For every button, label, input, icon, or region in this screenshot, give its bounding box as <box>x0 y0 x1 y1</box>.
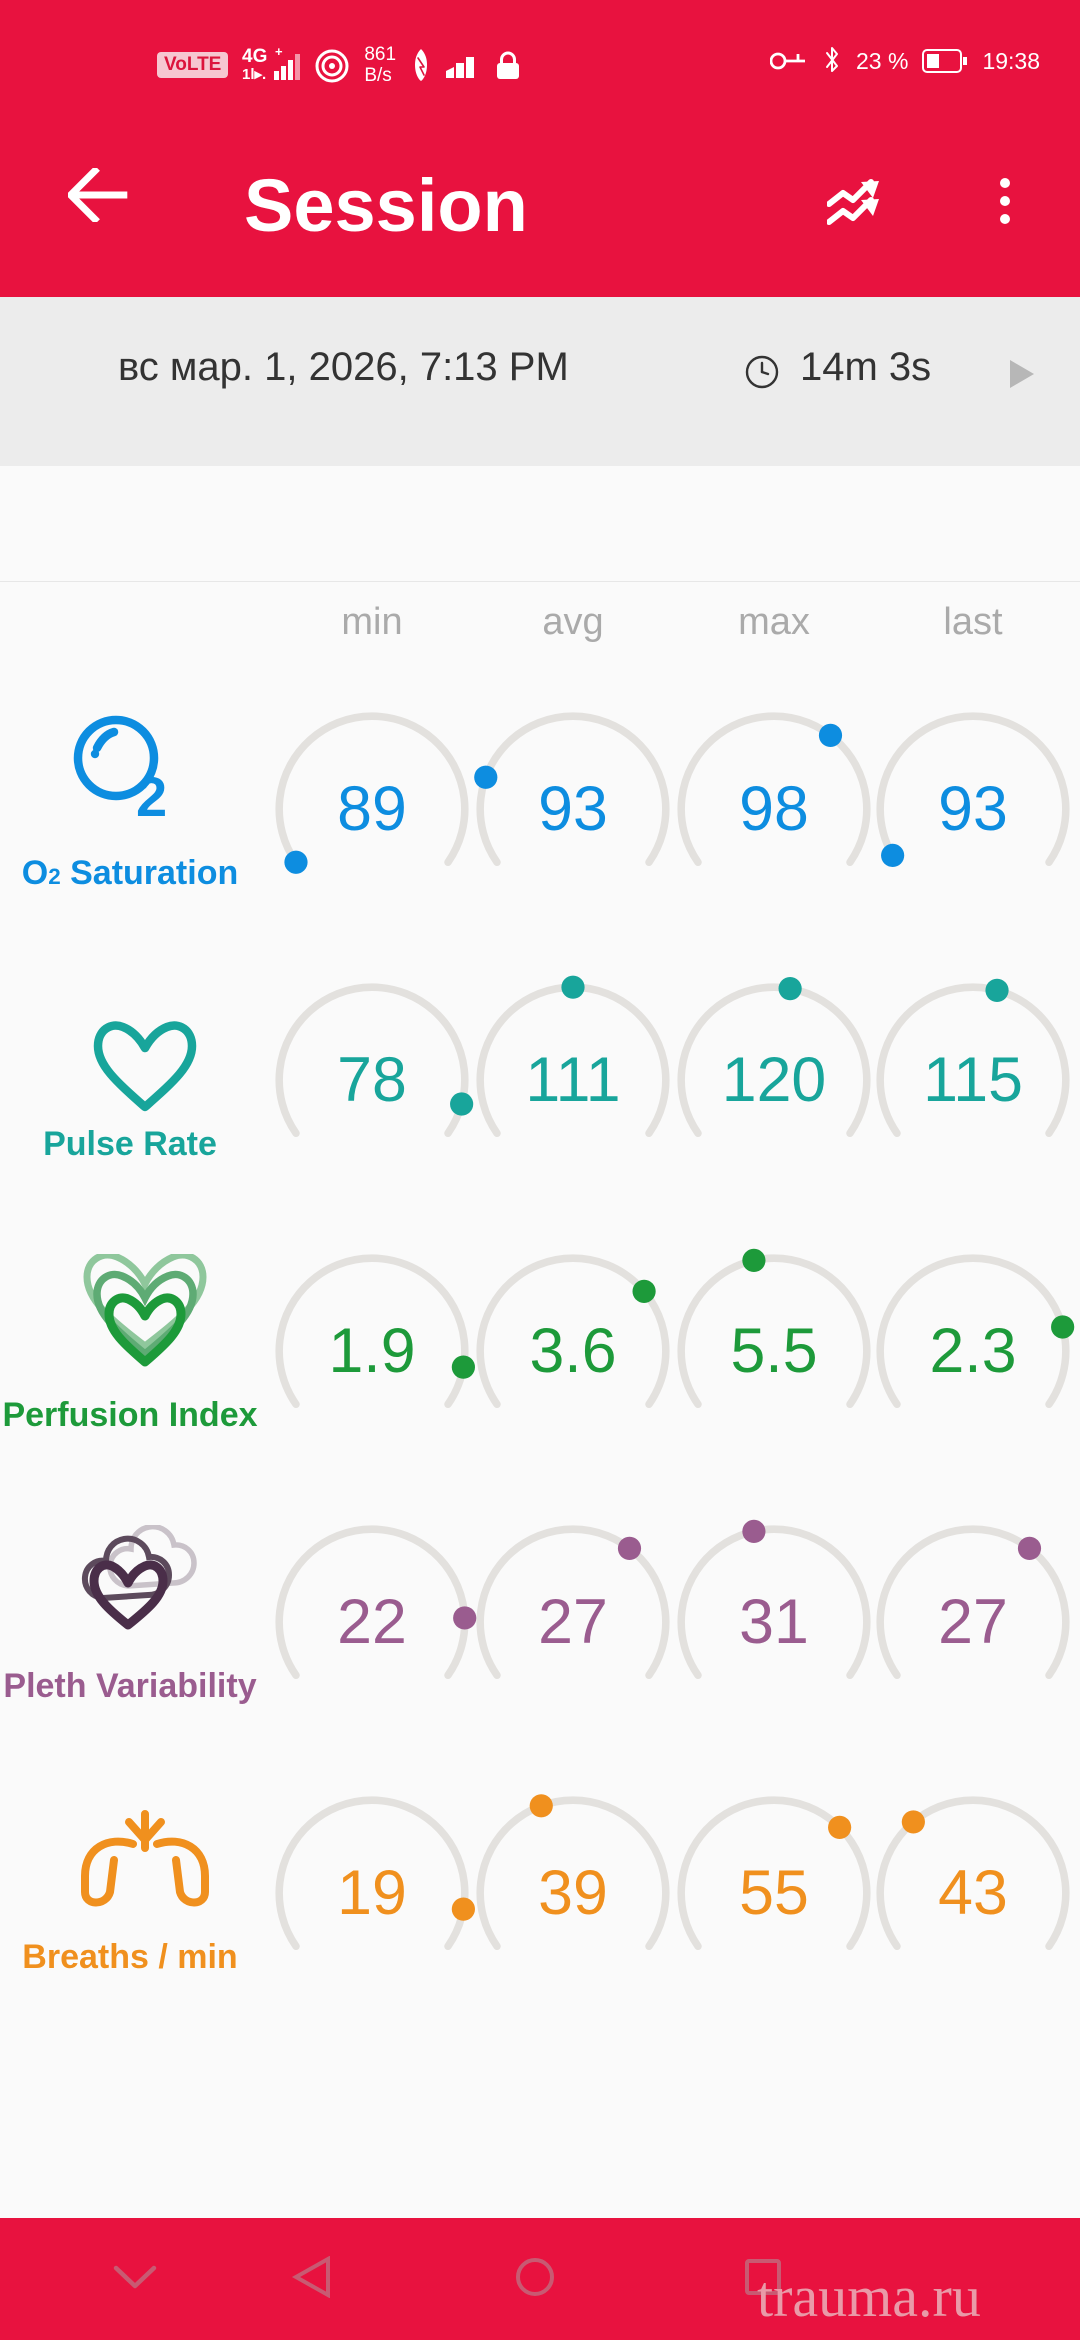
svg-text:111: 111 <box>525 1045 620 1115</box>
svg-text:27: 27 <box>938 1587 1008 1657</box>
svg-text:2: 2 <box>136 765 167 828</box>
svg-text:2.3: 2.3 <box>929 1316 1016 1386</box>
svg-text:+: + <box>275 45 283 59</box>
svg-text:19: 19 <box>337 1858 407 1928</box>
svg-text:39: 39 <box>538 1858 608 1928</box>
svg-text:3.6: 3.6 <box>529 1316 616 1386</box>
svg-text:43: 43 <box>938 1858 1008 1928</box>
svg-text:93: 93 <box>938 774 1008 844</box>
svg-text:1l▸.: 1l▸. <box>242 66 266 83</box>
svg-text:31: 31 <box>739 1587 809 1657</box>
svg-text:115: 115 <box>923 1045 1023 1115</box>
svg-text:78: 78 <box>337 1045 407 1115</box>
svg-text:93: 93 <box>538 774 608 844</box>
svg-text:89: 89 <box>337 774 407 844</box>
svg-text:5.5: 5.5 <box>730 1316 817 1386</box>
svg-text:98: 98 <box>739 774 809 844</box>
svg-text:4G: 4G <box>242 46 267 67</box>
svg-text:55: 55 <box>739 1858 809 1928</box>
svg-text:1.9: 1.9 <box>328 1316 415 1386</box>
svg-text:22: 22 <box>337 1587 407 1657</box>
svg-text:120: 120 <box>722 1045 827 1115</box>
svg-text:27: 27 <box>538 1587 608 1657</box>
